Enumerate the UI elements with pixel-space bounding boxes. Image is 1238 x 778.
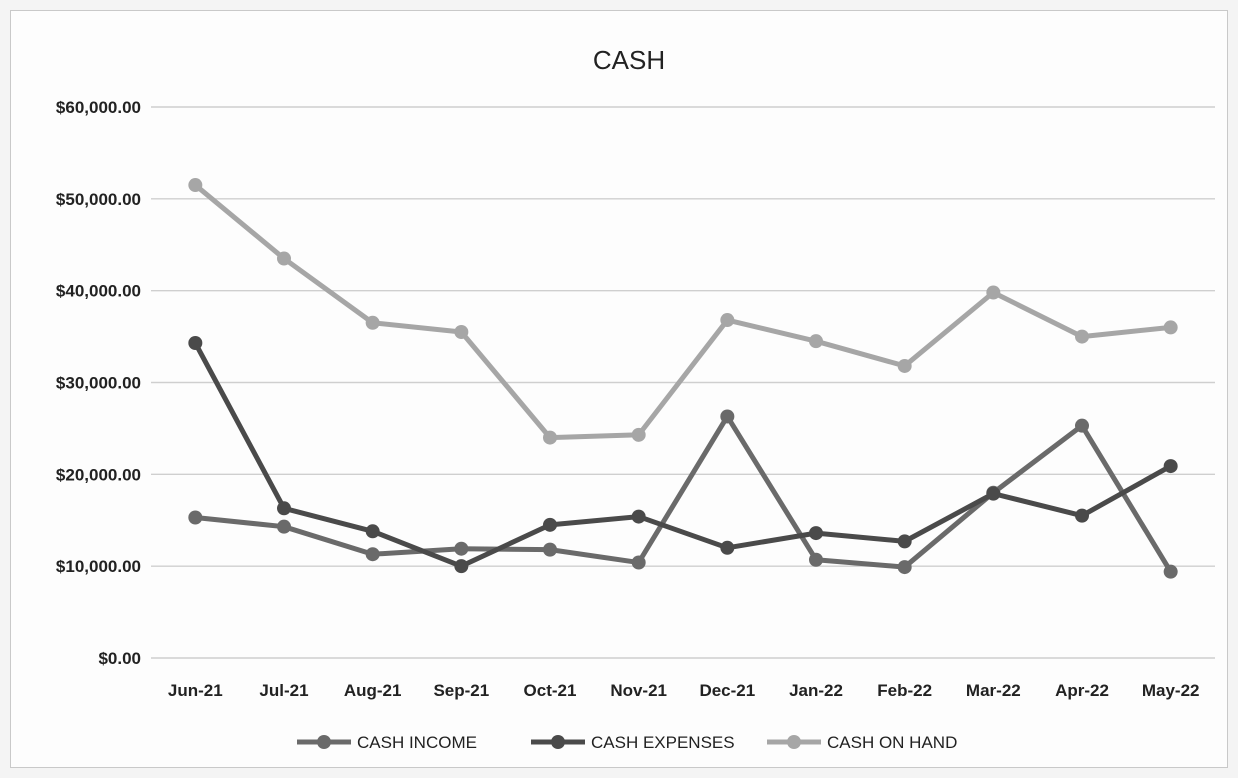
data-point (1075, 508, 1089, 523)
series-line (193, 183, 1171, 441)
chart-frame: CASH $0.00 $10,000.00 $20,000.00 $30,000.00… (10, 10, 1228, 768)
data-point (809, 334, 823, 349)
data-point (897, 534, 912, 549)
data-point (809, 552, 823, 567)
data-point (454, 324, 469, 339)
legend-label: CASH EXPENSES (591, 733, 735, 752)
legend-item: CASH EXPENSES (531, 733, 735, 752)
data-point (365, 547, 380, 562)
series-line (195, 413, 1173, 573)
data-point (986, 285, 1001, 300)
x-tick-label: Mar-22 (966, 681, 1021, 700)
data-point (188, 178, 203, 193)
legend-item: CASH ON HAND (767, 733, 957, 752)
data-point (365, 524, 380, 539)
series-cash-expenses (188, 336, 1178, 574)
y-axis: $0.00 $10,000.00 $20,000.00 $30,000.00 $40,0… (56, 98, 141, 668)
x-tick-label: May-22 (1142, 681, 1200, 700)
x-tick-label: Jun-21 (168, 681, 223, 700)
data-point (543, 517, 557, 532)
data-point (365, 315, 380, 330)
legend: CASH INCOME CASH EXPENSES CASH ON HAND (297, 733, 957, 752)
y-tick-label: $60,000.00 (56, 98, 141, 117)
data-point (454, 541, 469, 556)
data-point (631, 509, 646, 524)
data-point (543, 430, 557, 445)
legend-label: CASH INCOME (357, 733, 477, 752)
data-point (897, 358, 912, 373)
data-point (1163, 459, 1178, 474)
data-point (454, 559, 469, 574)
data-point (1163, 564, 1178, 579)
series-cash-on-hand (188, 178, 1178, 445)
data-point (986, 486, 1001, 501)
x-tick-label: Aug-21 (344, 681, 402, 700)
x-axis: Jun-21 Jul-21 Aug-21 Sep-21 Oct-21 Nov-21 Dec-… (168, 681, 1200, 700)
x-tick-label: Sep-21 (433, 681, 489, 700)
data-point (720, 409, 735, 424)
legend-label: CASH ON HAND (827, 733, 957, 752)
x-tick-label: Feb-22 (877, 681, 932, 700)
legend-swatch-marker (787, 735, 801, 749)
data-point (1163, 320, 1178, 335)
y-tick-label: $20,000.00 (56, 465, 141, 484)
x-tick-label: Nov-21 (610, 681, 667, 700)
data-point (631, 555, 646, 570)
x-tick-label: Dec-21 (699, 681, 755, 700)
data-point (277, 519, 291, 534)
data-point (631, 427, 646, 442)
data-point (543, 542, 557, 557)
x-tick-label: Oct-21 (524, 681, 577, 700)
data-point (1075, 418, 1089, 433)
data-point (720, 313, 735, 328)
legend-item: CASH INCOME (297, 733, 477, 752)
x-tick-label: Apr-22 (1055, 681, 1109, 700)
series-cash-income (188, 409, 1178, 579)
data-point (897, 560, 912, 575)
series-line (193, 341, 1172, 569)
data-point (809, 526, 823, 541)
data-point (188, 510, 203, 525)
data-point (277, 501, 291, 516)
y-tick-label: $10,000.00 (56, 557, 141, 576)
legend-swatch-marker (317, 735, 331, 749)
x-tick-label: Jan-22 (789, 681, 843, 700)
y-tick-label: $50,000.00 (56, 190, 141, 209)
legend-swatch-marker (551, 735, 565, 749)
x-tick-label: Jul-21 (259, 681, 308, 700)
data-point (1075, 329, 1089, 344)
chart-title: CASH (593, 45, 665, 75)
y-tick-label: $40,000.00 (56, 282, 141, 301)
gridlines (151, 106, 1215, 659)
series-layer (188, 178, 1178, 579)
data-point (188, 336, 203, 351)
line-chart: CASH $0.00 $10,000.00 $20,000.00 $30,000.00… (56, 45, 1215, 752)
data-point (720, 540, 735, 555)
y-tick-label: $30,000.00 (56, 374, 141, 393)
y-tick-label: $0.00 (98, 649, 141, 668)
data-point (277, 251, 291, 266)
